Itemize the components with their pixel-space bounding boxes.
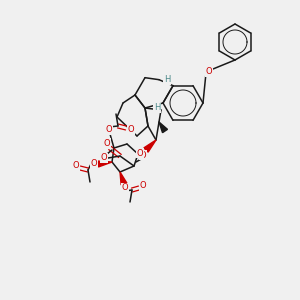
Text: O: O	[91, 160, 97, 169]
Text: O: O	[73, 161, 79, 170]
Polygon shape	[144, 140, 156, 152]
Text: H: H	[164, 75, 170, 84]
Polygon shape	[120, 172, 127, 185]
Text: O: O	[122, 184, 128, 193]
Text: H: H	[154, 103, 160, 112]
Text: O: O	[106, 125, 112, 134]
Text: O: O	[128, 125, 134, 134]
Text: O: O	[140, 182, 146, 190]
Polygon shape	[98, 161, 112, 167]
Polygon shape	[159, 122, 167, 133]
Text: O: O	[104, 139, 110, 148]
Text: O: O	[140, 151, 146, 160]
Text: O: O	[137, 148, 143, 158]
Text: O: O	[206, 68, 212, 76]
Text: O: O	[101, 154, 107, 163]
